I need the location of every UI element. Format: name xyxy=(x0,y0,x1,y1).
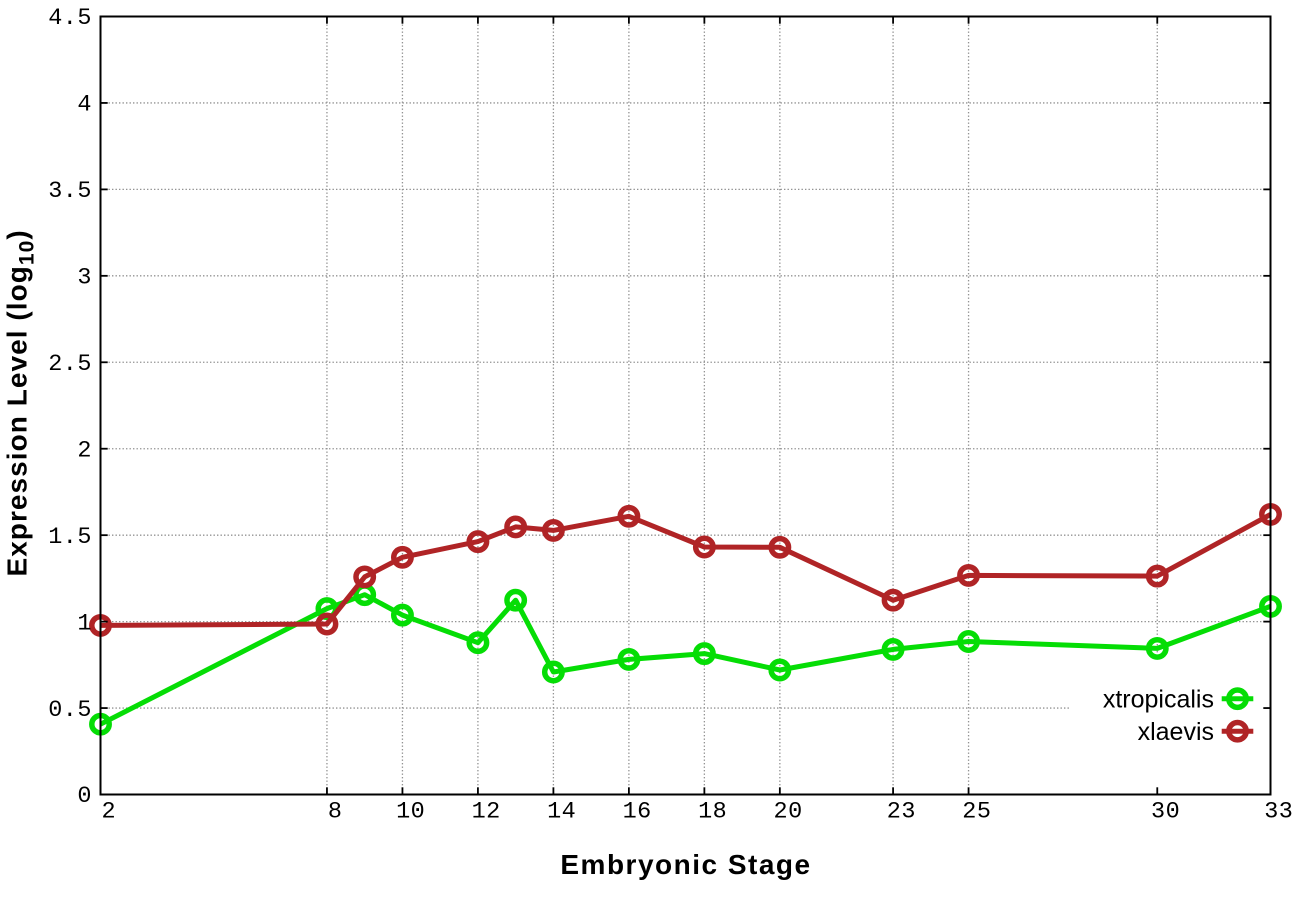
svg-text:4: 4 xyxy=(77,92,92,119)
svg-text:33: 33 xyxy=(1264,799,1293,826)
svg-text:2: 2 xyxy=(101,799,116,826)
svg-text:12: 12 xyxy=(472,799,501,826)
svg-text:2: 2 xyxy=(77,437,92,464)
svg-text:16: 16 xyxy=(623,799,652,826)
svg-text:14: 14 xyxy=(547,799,576,826)
svg-text:18: 18 xyxy=(698,799,727,826)
svg-text:2.5: 2.5 xyxy=(48,351,92,378)
svg-text:0.5: 0.5 xyxy=(48,697,92,724)
svg-text:xtropicalis: xtropicalis xyxy=(1103,686,1214,714)
svg-text:8: 8 xyxy=(328,799,343,826)
svg-text:1: 1 xyxy=(77,610,92,637)
svg-text:3.5: 3.5 xyxy=(48,178,92,205)
svg-text:Expression Level (log10): Expression Level (log10) xyxy=(2,229,39,576)
svg-text:25: 25 xyxy=(962,799,991,826)
svg-text:1.5: 1.5 xyxy=(48,524,92,551)
svg-text:0: 0 xyxy=(77,783,92,810)
svg-text:4.5: 4.5 xyxy=(48,5,92,32)
svg-text:3: 3 xyxy=(77,265,92,292)
svg-text:30: 30 xyxy=(1151,799,1180,826)
svg-text:10: 10 xyxy=(396,799,425,826)
svg-text:20: 20 xyxy=(773,799,802,826)
svg-text:Embryonic Stage: Embryonic Stage xyxy=(560,849,811,880)
svg-text:23: 23 xyxy=(887,799,916,826)
svg-text:xlaevis: xlaevis xyxy=(1138,718,1214,746)
